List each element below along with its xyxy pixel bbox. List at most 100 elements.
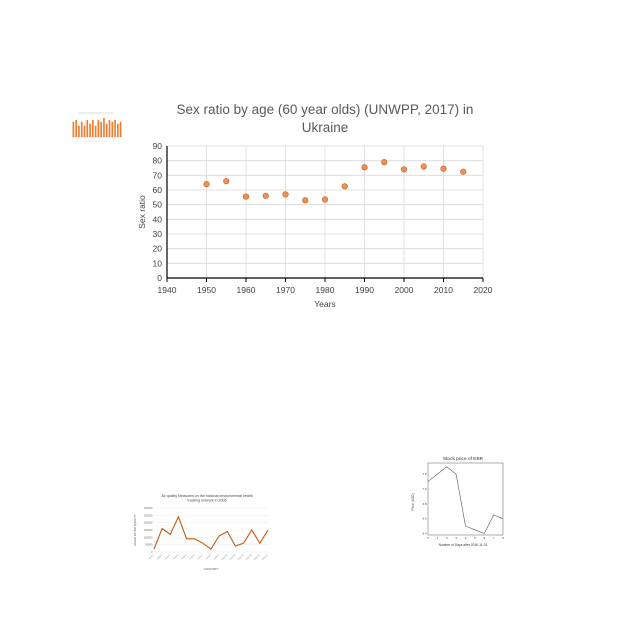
data-point [302, 197, 309, 204]
data-point [203, 181, 210, 188]
chart-title-line-1: Sex ratio by age (60 year olds) (UNWPP, … [177, 102, 474, 117]
air-x-tick-label: Area 15 [261, 553, 269, 561]
x-tick-label: 1970 [276, 285, 295, 295]
air-x-tick-label: Area 13 [245, 553, 253, 561]
stock-y-tick-label: 7.0 [423, 487, 427, 491]
x-tick-label: 2020 [474, 285, 493, 295]
air-x-tick-label: Area 3 [164, 553, 171, 560]
thumb-bar [80, 121, 83, 137]
axes [166, 146, 484, 282]
air-x-tick-label: Area 12 [237, 553, 245, 561]
y-tick-label: 0 [157, 273, 162, 283]
air-series-line [153, 515, 269, 550]
y-axis-label: Sex ratio [137, 195, 147, 229]
air-x-tick-label: Area 8 [205, 553, 212, 560]
thumb-bar [100, 121, 102, 137]
data-point [460, 168, 467, 175]
air-x-tick-label: Area 9 [213, 553, 220, 560]
y-tick-labels: 0 10 20 30 40 50 60 70 80 90 [153, 141, 163, 283]
air-y-tick-label: 50000 [145, 543, 153, 547]
stock-y-tick-label: 7.2 [423, 472, 427, 476]
x-tick-label: 2010 [434, 285, 453, 295]
data-points [203, 159, 467, 204]
air-y-tick-label: 100000 [144, 535, 153, 539]
stock-x-tick-label: 4 [465, 536, 467, 540]
air-x-tick-label: Area 5 [181, 553, 188, 560]
thumb-bar [97, 119, 100, 137]
y-tick-label: 80 [153, 156, 163, 166]
x-tick-label: 1960 [237, 285, 256, 295]
stock-title: Stock price of EBR [443, 456, 484, 462]
y-tick-label: 50 [153, 200, 163, 210]
stock-series-line [427, 466, 504, 534]
thumb-bar [75, 119, 77, 137]
y-tick-label: 20 [153, 244, 163, 254]
x-tick-label: 1980 [316, 285, 335, 295]
thumb-bar [86, 119, 89, 137]
air-title-line-1: Air quality Measures on the national env… [161, 494, 253, 498]
stock-x-tick-label: 2 [446, 536, 448, 540]
air-y-label: VALUE OF AIR QUALITY [133, 514, 137, 546]
y-tick-label: 90 [153, 141, 163, 151]
data-point [400, 166, 408, 173]
thumb-bar [92, 119, 94, 137]
thumb-bar [89, 123, 91, 137]
stock-x-tick-label: 1 [437, 536, 439, 540]
data-point [262, 192, 269, 199]
x-tick-label: 1950 [197, 285, 216, 295]
air-y-tick-label: 200000 [144, 521, 153, 525]
air-y-tick-label: 0 [151, 550, 153, 554]
air-x-tick-label: Area 4 [172, 553, 179, 560]
thumb-bar [105, 123, 108, 137]
thumb-bar [117, 123, 119, 137]
stock-x-tick-label: 7 [493, 536, 495, 540]
air-title-line-2: tracking network in 2006 [188, 499, 227, 503]
stock-x-tick-label: 3 [455, 536, 457, 540]
data-point [361, 164, 368, 171]
y-tick-label: 10 [153, 258, 163, 268]
air-y-tick-label: 300000 [144, 506, 153, 510]
air-x-tick-label: Area 2 [156, 553, 163, 560]
data-point [282, 191, 289, 198]
air-x-tick-label: Area 6 [189, 553, 196, 560]
data-point [341, 183, 348, 190]
data-point [223, 178, 230, 185]
thumbnail-air-quality-chart: Air quality Measures on the national env… [133, 494, 269, 571]
x-axis-label: Years [314, 299, 335, 309]
stock-x-tick-label: 5 [474, 536, 476, 540]
stock-y-tick-label: 6.4 [423, 532, 427, 536]
thumb-bar [114, 119, 116, 137]
data-point [242, 193, 250, 200]
data-point [321, 196, 329, 203]
thumb-bar [72, 121, 75, 137]
stock-x-label: Number of Days after 2016-11-01 [439, 543, 488, 547]
thumbnail-stock-chart: Stock price of EBR Price (USD) Number of… [411, 456, 504, 547]
air-x-tick-label: Area 11 [229, 553, 237, 561]
air-x-tick-label: Area 10 [220, 553, 228, 561]
thumbnail-bar-chart [72, 112, 122, 142]
thumb-bar [94, 125, 97, 137]
thumb-bar [111, 121, 114, 137]
stock-x-tick-label: 6 [483, 536, 485, 540]
gridlines [167, 145, 484, 278]
air-x-label: COUNTRY [204, 567, 219, 571]
data-point [381, 159, 388, 166]
data-point [420, 163, 427, 170]
stock-x-tick-label: 0 [427, 536, 429, 540]
x-tick-label: 1940 [158, 285, 177, 295]
stock-plot-frame [427, 462, 504, 536]
air-y-tick-label: 250000 [144, 513, 153, 517]
thumb-bar [78, 125, 80, 137]
air-y-tick-label: 150000 [144, 528, 153, 532]
x-tick-labels: 1940 1950 1960 1970 1980 1990 2000 2010 2020 [158, 285, 493, 295]
stock-y-tick-label: 6.6 [423, 517, 427, 521]
y-tick-label: 40 [153, 214, 163, 224]
thumb-bar [103, 118, 105, 137]
y-tick-label: 70 [153, 170, 163, 180]
y-tick-label: 60 [153, 185, 163, 195]
stock-y-tick-label: 6.8 [423, 502, 427, 506]
chart-title-line-2: Ukraine [302, 120, 349, 135]
air-x-tick-label: Area 14 [253, 553, 261, 561]
stock-y-label: Price (USD) [411, 493, 415, 510]
